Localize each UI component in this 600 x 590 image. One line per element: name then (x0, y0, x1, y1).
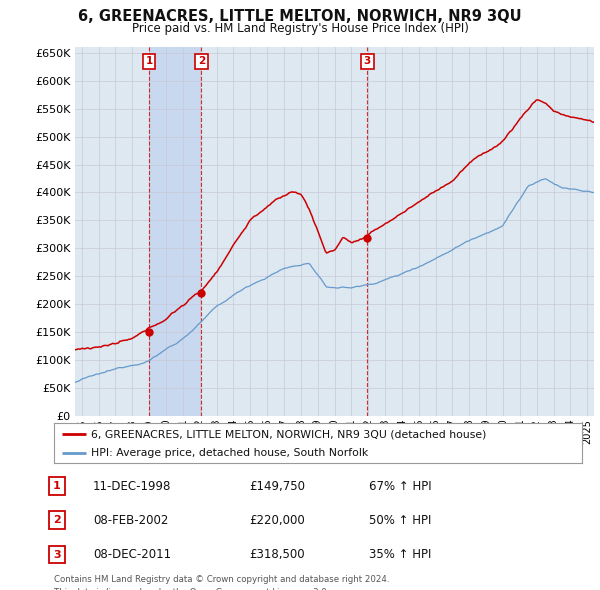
Text: 1: 1 (53, 481, 61, 491)
Text: 08-DEC-2011: 08-DEC-2011 (93, 548, 171, 561)
Text: 08-FEB-2002: 08-FEB-2002 (93, 514, 169, 527)
Text: Contains HM Land Registry data © Crown copyright and database right 2024.: Contains HM Land Registry data © Crown c… (54, 575, 389, 584)
Text: 67% ↑ HPI: 67% ↑ HPI (369, 480, 431, 493)
Text: 6, GREENACRES, LITTLE MELTON, NORWICH, NR9 3QU: 6, GREENACRES, LITTLE MELTON, NORWICH, N… (78, 9, 522, 24)
HPI: Average price, detached house, South Norfolk: (2.01e+03, 2.7e+05): Average price, detached house, South Nor… (298, 261, 305, 268)
HPI: Average price, detached house, South Norfolk: (2.03e+03, 4e+05): Average price, detached house, South Nor… (590, 189, 598, 196)
Line: 6, GREENACRES, LITTLE MELTON, NORWICH, NR9 3QU (detached house): 6, GREENACRES, LITTLE MELTON, NORWICH, N… (75, 100, 594, 350)
HPI: Average price, detached house, South Norfolk: (2.01e+03, 2.38e+05): Average price, detached house, South Nor… (252, 279, 259, 286)
Text: 1: 1 (146, 57, 153, 67)
Text: This data is licensed under the Open Government Licence v3.0.: This data is licensed under the Open Gov… (54, 588, 329, 590)
6, GREENACRES, LITTLE MELTON, NORWICH, NR9 3QU (detached house) (71, 346, 79, 353)
HPI: Average price, detached house, South Norfolk: (1.99e+03, 5.99e+04): Average price, detached house, South Nor… (71, 379, 79, 386)
6, GREENACRES, LITTLE MELTON, NORWICH, NR9 3QU (detached house) (244, 222, 251, 229)
HPI: Average price, detached house, South Norfolk: (2.02e+03, 4.08e+05): Average price, detached house, South Nor… (563, 185, 570, 192)
Line: HPI: Average price, detached house, South Norfolk: HPI: Average price, detached house, Sout… (75, 179, 594, 382)
6, GREENACRES, LITTLE MELTON, NORWICH, NR9 3QU (detached house) (298, 192, 305, 199)
6, GREENACRES, LITTLE MELTON, NORWICH, NR9 3QU (detached house) (252, 212, 259, 219)
Text: Price paid vs. HM Land Registry's House Price Index (HPI): Price paid vs. HM Land Registry's House … (131, 22, 469, 35)
Text: 3: 3 (53, 550, 61, 559)
Text: 6, GREENACRES, LITTLE MELTON, NORWICH, NR9 3QU (detached house): 6, GREENACRES, LITTLE MELTON, NORWICH, N… (91, 430, 487, 440)
Text: 2: 2 (198, 57, 205, 67)
HPI: Average price, detached house, South Norfolk: (2e+03, 2.11e+05): Average price, detached house, South Nor… (226, 294, 233, 301)
6, GREENACRES, LITTLE MELTON, NORWICH, NR9 3QU (detached house) (534, 96, 541, 103)
Text: £220,000: £220,000 (249, 514, 305, 527)
6, GREENACRES, LITTLE MELTON, NORWICH, NR9 3QU (detached house) (590, 119, 598, 126)
Text: £149,750: £149,750 (249, 480, 305, 493)
6, GREENACRES, LITTLE MELTON, NORWICH, NR9 3QU (detached house) (563, 113, 570, 120)
HPI: Average price, detached house, South Norfolk: (2.02e+03, 4.24e+05): Average price, detached house, South Nor… (541, 175, 548, 182)
Text: HPI: Average price, detached house, South Norfolk: HPI: Average price, detached house, Sout… (91, 448, 368, 458)
Text: £318,500: £318,500 (249, 548, 305, 561)
6, GREENACRES, LITTLE MELTON, NORWICH, NR9 3QU (detached house) (135, 331, 142, 338)
Text: 11-DEC-1998: 11-DEC-1998 (93, 480, 172, 493)
HPI: Average price, detached house, South Norfolk: (2e+03, 9.18e+04): Average price, detached house, South Nor… (135, 361, 142, 368)
6, GREENACRES, LITTLE MELTON, NORWICH, NR9 3QU (detached house) (226, 248, 233, 255)
Text: 35% ↑ HPI: 35% ↑ HPI (369, 548, 431, 561)
HPI: Average price, detached house, South Norfolk: (2e+03, 2.31e+05): Average price, detached house, South Nor… (244, 283, 251, 290)
Bar (149, 47, 202, 416)
Text: 2: 2 (53, 516, 61, 525)
Text: 50% ↑ HPI: 50% ↑ HPI (369, 514, 431, 527)
Text: 3: 3 (364, 57, 371, 67)
